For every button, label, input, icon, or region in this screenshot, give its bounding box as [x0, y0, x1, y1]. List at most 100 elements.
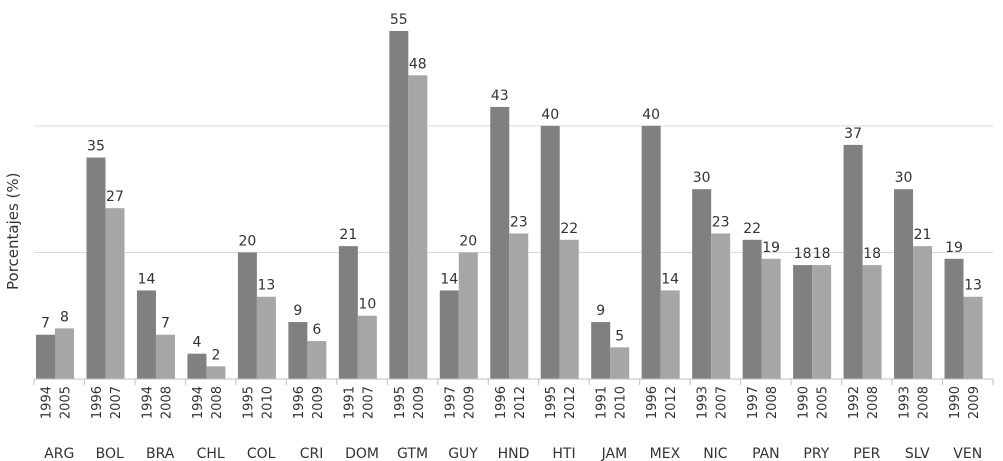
bar — [36, 334, 55, 379]
data-label: 20 — [238, 233, 256, 249]
y-axis-label: Porcentajes (%) — [4, 172, 22, 290]
data-label: 18 — [863, 246, 881, 262]
bar — [408, 75, 428, 380]
data-label: 14 — [661, 271, 679, 287]
year-tick-label: 1996 — [90, 386, 105, 419]
year-tick-label: 2012 — [563, 386, 578, 419]
data-label: 2 — [211, 347, 220, 363]
year-tick-label: 1994 — [191, 386, 206, 419]
bar — [559, 239, 579, 379]
year-tick-label: 1996 — [645, 386, 660, 419]
year-tick-label: 1994 — [140, 386, 155, 419]
data-label: 14 — [440, 271, 458, 287]
bar — [692, 189, 712, 379]
data-label: 48 — [409, 56, 427, 72]
year-tick-label: 2009 — [967, 386, 982, 419]
data-label: 10 — [358, 297, 376, 313]
category-label: PAN — [752, 446, 780, 461]
bar — [963, 296, 983, 379]
category-label: GTM — [397, 446, 428, 461]
bar — [155, 334, 175, 379]
bar — [641, 125, 661, 379]
data-label: 9 — [293, 303, 302, 319]
category-label: PER — [853, 446, 880, 461]
year-tick-label: 2007 — [109, 386, 124, 419]
year-tick-label: 1995 — [241, 386, 256, 419]
category-label: PRY — [803, 446, 829, 461]
data-label: 30 — [895, 170, 913, 186]
bar — [389, 31, 409, 379]
category-label: GUY — [448, 446, 478, 461]
year-tick-label: 2010 — [260, 386, 275, 419]
data-label: 14 — [138, 271, 156, 287]
bar — [237, 252, 257, 379]
year-tick-label: 2009 — [462, 386, 477, 419]
year-tick-label: 2008 — [765, 386, 780, 419]
category-label: BRA — [146, 446, 175, 461]
category-label: COL — [247, 446, 276, 461]
year-tick-label: 1990 — [948, 386, 963, 419]
year-tick-label: 2009 — [412, 386, 427, 419]
bar — [509, 233, 529, 379]
data-label: 22 — [743, 221, 761, 237]
year-tick-label: 2012 — [513, 386, 528, 419]
year-tick-label: 2009 — [311, 386, 326, 419]
category-label: SLV — [905, 446, 930, 461]
data-label: 30 — [693, 170, 711, 186]
bar — [944, 258, 964, 379]
year-tick-label: 2008 — [917, 386, 932, 419]
data-label: 7 — [41, 316, 50, 332]
data-label: 21 — [914, 227, 932, 243]
category-label: DOM — [345, 446, 379, 461]
bar — [742, 239, 762, 379]
category-label: HTI — [552, 446, 575, 461]
year-tick-label: 1991 — [595, 386, 610, 419]
year-tick-label: 2005 — [59, 386, 74, 419]
data-label: 7 — [161, 316, 170, 332]
year-tick-label: 2005 — [816, 386, 831, 419]
year-tick-label: 2012 — [664, 386, 679, 419]
year-tick-label: 1993 — [696, 386, 711, 419]
data-label: 23 — [510, 214, 528, 230]
year-tick-label: 1997 — [443, 386, 458, 419]
bar — [711, 233, 731, 379]
data-label: 40 — [642, 107, 660, 123]
year-tick-label: 2008 — [159, 386, 174, 419]
data-label: 20 — [459, 233, 477, 249]
data-labels: 7 835271474220139621105548142043234022954… — [41, 12, 982, 363]
data-label: 22 — [560, 221, 578, 237]
data-label: 5 — [615, 328, 624, 344]
data-label: 6 — [312, 322, 321, 338]
bars — [36, 31, 983, 380]
bar — [338, 246, 358, 379]
year-tick-label: 2008 — [866, 386, 881, 419]
bar — [913, 246, 933, 379]
bar — [439, 290, 459, 379]
year-tick-label: 1994 — [40, 386, 55, 419]
bar — [660, 290, 680, 379]
bar — [307, 341, 327, 379]
bar — [862, 265, 882, 379]
data-label: 27 — [106, 189, 124, 205]
year-tick-label: 2010 — [614, 386, 629, 419]
year-tick-label: 2007 — [361, 386, 376, 419]
year-tick-label: 1995 — [393, 386, 408, 419]
bar — [105, 208, 125, 379]
bar — [812, 265, 832, 379]
bar — [55, 328, 74, 379]
year-tick-label: 1997 — [746, 386, 761, 419]
year-tick-label: 1993 — [898, 386, 913, 419]
data-label: 9 — [596, 303, 605, 319]
category-label: HND — [498, 446, 530, 461]
data-label: 4 — [192, 335, 201, 351]
year-tick-label: 1991 — [342, 386, 357, 419]
bar — [843, 144, 863, 379]
bar — [761, 258, 781, 379]
bar — [894, 189, 914, 379]
data-label: 21 — [339, 227, 357, 243]
bar — [256, 296, 276, 379]
data-label: 35 — [87, 139, 105, 155]
data-label: 19 — [945, 240, 963, 256]
bar — [86, 157, 106, 379]
